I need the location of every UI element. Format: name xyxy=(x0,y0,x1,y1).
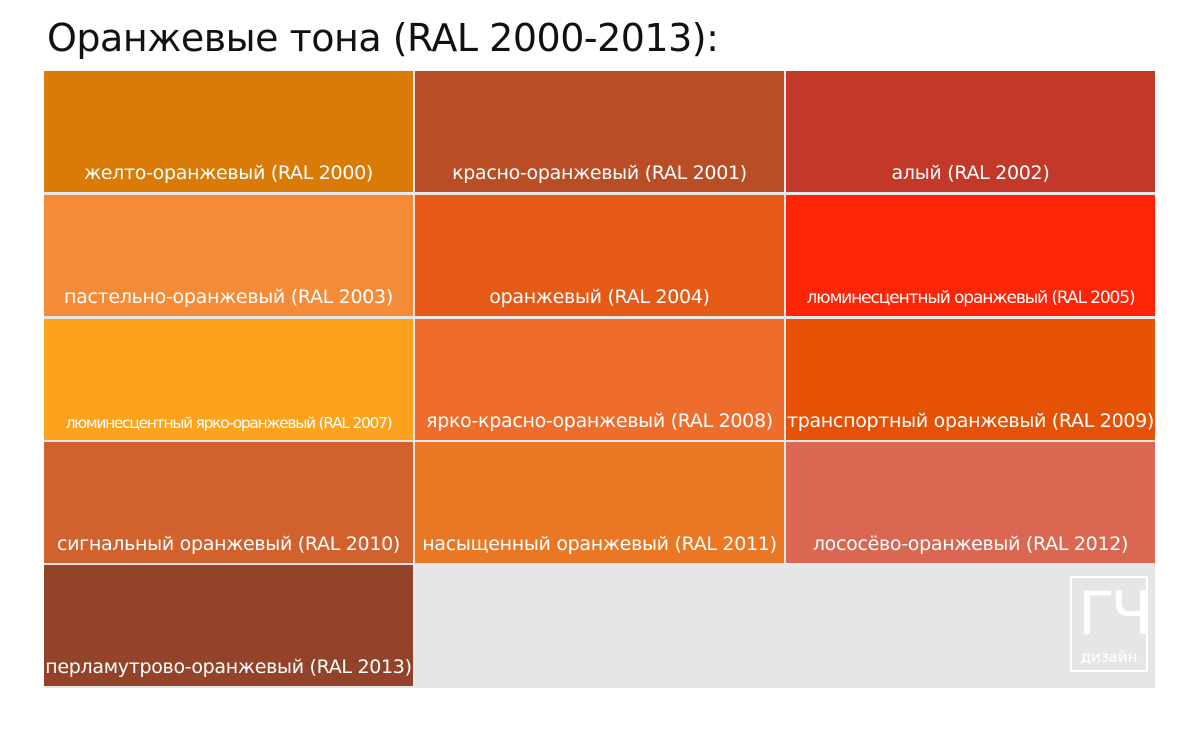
swatch-ral-2012: лососёво-оранжевый (RAL 2012) xyxy=(786,442,1155,563)
swatch-ral-2004: оранжевый (RAL 2004) xyxy=(415,195,784,316)
swatch-label: люминесцентный оранжевый (RAL 2005) xyxy=(806,288,1135,308)
page-title: Оранжевые тона (RAL 2000-2013): xyxy=(47,16,719,60)
swatch-label: оранжевый (RAL 2004) xyxy=(489,286,710,308)
swatch-label: транспортный оранжевый (RAL 2009) xyxy=(786,410,1155,432)
swatch-label: насыщенный оранжевый (RAL 2011) xyxy=(422,533,777,555)
swatch-ral-2005: люминесцентный оранжевый (RAL 2005) xyxy=(786,195,1155,316)
swatch-label: люминесцентный ярко-оранжевый (RAL 2007) xyxy=(65,414,393,432)
swatch-label: ярко-красно-оранжевый (RAL 2008) xyxy=(426,410,773,432)
swatch-ral-2003: пастельно-оранжевый (RAL 2003) xyxy=(44,195,413,316)
swatch-ral-2010: сигнальный оранжевый (RAL 2010) xyxy=(44,442,413,563)
swatch-ral-2009: транспортный оранжевый (RAL 2009) xyxy=(786,319,1155,440)
swatch-label: лососёво-оранжевый (RAL 2012) xyxy=(812,533,1129,555)
swatch-label: сигнальный оранжевый (RAL 2010) xyxy=(56,533,401,555)
swatch-ral-2007: люминесцентный ярко-оранжевый (RAL 2007) xyxy=(44,319,413,440)
swatch-ral-2008: ярко-красно-оранжевый (RAL 2008) xyxy=(415,319,784,440)
swatch-label: красно-оранжевый (RAL 2001) xyxy=(452,162,747,184)
swatch-ral-2000: желто-оранжевый (RAL 2000) xyxy=(44,71,413,192)
swatch-ral-2001: красно-оранжевый (RAL 2001) xyxy=(415,71,784,192)
swatch-label: алый (RAL 2002) xyxy=(891,162,1050,184)
swatch-label: пастельно-оранжевый (RAL 2003) xyxy=(64,286,393,308)
swatch-ral-2002: алый (RAL 2002) xyxy=(786,71,1155,192)
brand-logo: ГЧ дизайн xyxy=(1070,576,1152,672)
swatch-ral-2013: перламутрово-оранжевый (RAL 2013) xyxy=(44,565,413,686)
color-swatch-grid: желто-оранжевый (RAL 2000) красно-оранже… xyxy=(44,71,1155,688)
logo-text: дизайн xyxy=(1080,648,1138,666)
swatch-label: перламутрово-оранжевый (RAL 2013) xyxy=(45,656,412,678)
swatch-ral-2011: насыщенный оранжевый (RAL 2011) xyxy=(415,442,784,563)
swatch-label: желто-оранжевый (RAL 2000) xyxy=(83,162,374,184)
logo-glyph: ГЧ xyxy=(1078,579,1152,649)
